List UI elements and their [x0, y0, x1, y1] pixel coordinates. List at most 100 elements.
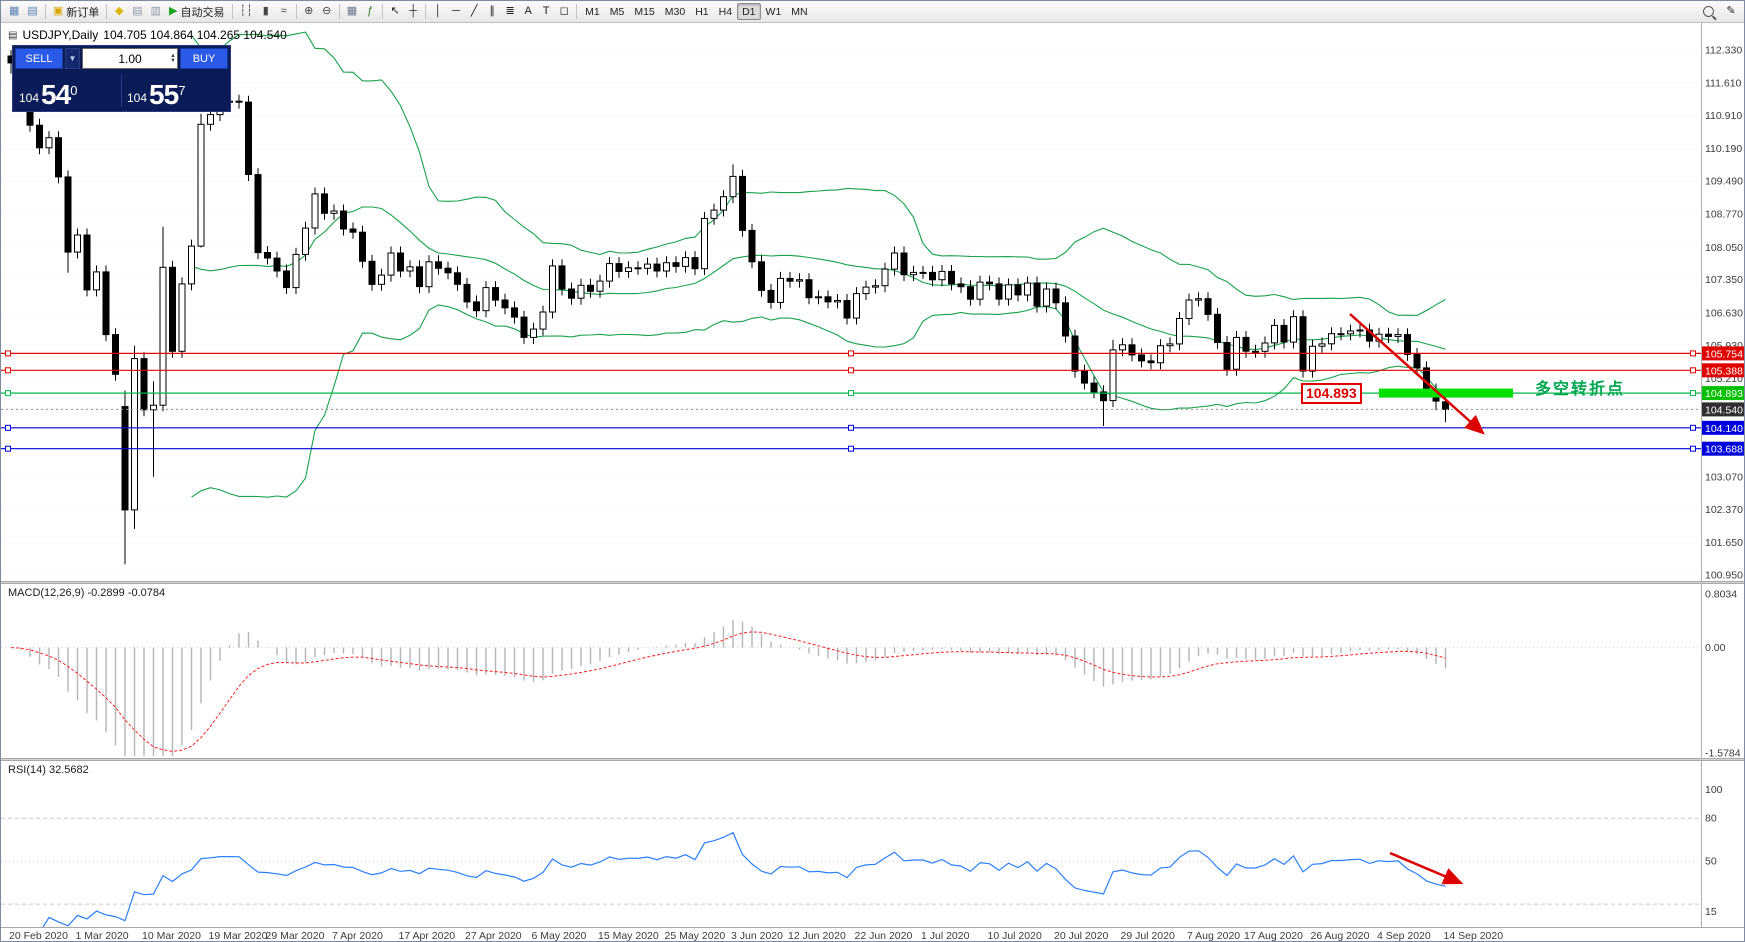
hline-handle[interactable] — [5, 424, 11, 431]
date-label: 25 May 2020 — [664, 930, 726, 942]
timeframe-m30-button[interactable]: M30 — [660, 3, 690, 20]
turning-point-note[interactable]: 多空转折点 — [1535, 381, 1626, 398]
text-icon: A — [524, 5, 532, 17]
quick-edit-button[interactable]: ✎ — [1722, 3, 1740, 21]
line-chart-button[interactable]: ≈ — [275, 3, 293, 21]
horizontal-line-button[interactable]: ─ — [447, 3, 465, 21]
timeframe-m15-button[interactable]: M15 — [629, 3, 659, 20]
cursor-button[interactable]: ↖ — [386, 3, 404, 21]
turning-point-highlight[interactable] — [1379, 388, 1513, 398]
new-order-button[interactable]: ▣ 新订单 — [49, 3, 103, 21]
trend-arrow[interactable] — [1349, 313, 1485, 435]
hline-handle[interactable] — [848, 390, 854, 397]
svg-text:107.350: 107.350 — [1705, 274, 1743, 286]
data-window-button[interactable]: ▤ — [128, 3, 146, 21]
price-divider — [121, 75, 122, 107]
tile-windows-button[interactable]: ▦ — [343, 3, 361, 21]
vertical-line-button[interactable]: │ — [429, 3, 447, 21]
timeframe-d1-button[interactable]: D1 — [737, 3, 761, 20]
hline-handle[interactable] — [1690, 367, 1696, 374]
date-label: 7 Apr 2020 — [332, 930, 383, 942]
new-chart-button[interactable]: ▦ — [5, 3, 23, 21]
auto-trading-button[interactable]: ▶ 自动交易 — [165, 3, 228, 21]
market-watch-icon: ◆ — [114, 5, 124, 17]
timeframe-w1-button[interactable]: W1 — [761, 3, 787, 20]
hline-handle[interactable] — [5, 390, 11, 397]
date-label: 6 May 2020 — [531, 930, 587, 942]
indicators-icon: ƒ — [367, 5, 374, 17]
main-gridlines — [1, 49, 1701, 576]
channel-button[interactable]: ∥ — [483, 3, 501, 21]
toolbar: ▦ ▤ ▣ 新订单 ◆ ▤ ▥ ▶ 自动交易 ┆┆ ▮ ≈ ⊕ ⊖ ▦ ƒ ↖ ┼ │ ─ ╱ ∥ ≣ A T ◻ M1 M5 M15 M… — [1, 1, 1744, 23]
hline-handle[interactable] — [5, 445, 11, 452]
timeframe-m1-button[interactable]: M1 — [580, 3, 605, 20]
main-chart-panel: 112.330 111.610 110.910 110.190 109.490 108.7… — [1, 23, 1745, 582]
hline-handle[interactable] — [1690, 390, 1696, 397]
hline-handle[interactable] — [848, 445, 854, 452]
toolbar-separator — [576, 4, 578, 19]
market-watch-button[interactable]: ◆ — [110, 3, 128, 21]
fibonacci-button[interactable]: ≣ — [501, 3, 519, 21]
date-label: 4 Sep 2020 — [1377, 930, 1431, 942]
volume-stepper[interactable]: ▲ ▼ — [170, 52, 176, 64]
price-tag-105.754: 105.754 — [1702, 346, 1744, 361]
price-callout-label[interactable]: 104.893 — [1301, 383, 1362, 404]
hline-handle[interactable] — [1690, 350, 1696, 357]
trade-options-dropdown[interactable]: ▼ — [65, 48, 80, 69]
hline-handle[interactable] — [1690, 445, 1696, 452]
bid-price-display[interactable]: 104 54 0 — [19, 81, 116, 109]
buy-button[interactable]: BUY — [180, 48, 228, 69]
timeframe-h4-button[interactable]: H4 — [714, 3, 737, 20]
date-label: 15 May 2020 — [598, 930, 659, 942]
timeframe-mn-button[interactable]: MN — [786, 3, 812, 20]
profiles-button[interactable]: ▤ — [23, 3, 41, 21]
svg-text:102.370: 102.370 — [1705, 504, 1743, 516]
indicators-button[interactable]: ƒ — [361, 3, 379, 21]
rsi-axis-labels: 100 80 50 15 — [1705, 784, 1723, 918]
hline-handle[interactable] — [848, 424, 854, 431]
macd-canvas[interactable]: 0.8034 0.00 -1.5784 — [1, 584, 1745, 760]
sell-button[interactable]: SELL — [15, 48, 63, 69]
hline-handle[interactable] — [848, 350, 854, 357]
date-label: 19 Mar 2020 — [208, 930, 268, 942]
crosshair-icon: ┼ — [409, 5, 418, 17]
hline-handle[interactable] — [848, 367, 854, 374]
rsi-level-lines — [1, 817, 1701, 905]
zoom-out-button[interactable]: ⊖ — [318, 3, 336, 21]
price-tag-104.893: 104.893 — [1702, 386, 1744, 401]
panel-splitter-macd[interactable] — [1, 581, 1744, 584]
panel-splitter-rsi[interactable] — [1, 758, 1744, 761]
volume-input[interactable]: 1.00 ▲ ▼ — [82, 48, 178, 69]
hline-handle[interactable] — [5, 367, 11, 374]
svg-text:105.388: 105.388 — [1705, 365, 1743, 377]
svg-text:50: 50 — [1705, 856, 1717, 868]
search-button[interactable] — [1699, 3, 1718, 21]
rsi-canvas[interactable]: 100 80 50 15 — [1, 761, 1745, 934]
zoom-in-button[interactable]: ⊕ — [300, 3, 318, 21]
trendline-button[interactable]: ╱ — [465, 3, 483, 21]
zoom-out-icon: ⊖ — [322, 5, 332, 17]
candles — [7, 50, 1449, 565]
svg-text:110.910: 110.910 — [1705, 110, 1742, 122]
hline-handle[interactable] — [1690, 424, 1696, 431]
main-chart-canvas[interactable]: 112.330 111.610 110.910 110.190 109.490 108.7… — [1, 23, 1745, 582]
auto-trading-label: 自动交易 — [180, 6, 225, 19]
candlestick-chart-button[interactable]: ▮ — [257, 3, 275, 21]
svg-text:101.650: 101.650 — [1705, 537, 1743, 549]
text-label-button[interactable]: T — [537, 3, 555, 21]
cursor-icon: ↖ — [390, 5, 400, 17]
shapes-button[interactable]: ◻ — [555, 3, 573, 21]
timeframe-m5-button[interactable]: M5 — [605, 3, 630, 20]
ask-price-display[interactable]: 104 55 7 — [127, 81, 224, 109]
hline-handle[interactable] — [5, 350, 11, 357]
text-button[interactable]: A — [519, 3, 537, 21]
navigator-button[interactable]: ▥ — [147, 3, 165, 21]
bar-chart-button[interactable]: ┆┆ — [236, 3, 257, 21]
data-window-icon: ▤ — [132, 5, 143, 17]
svg-text:108.770: 108.770 — [1705, 209, 1743, 221]
timeframe-h1-button[interactable]: H1 — [690, 3, 713, 20]
crosshair-button[interactable]: ┼ — [404, 3, 422, 21]
macd-panel: 0.8034 0.00 -1.5784 MACD(12,26,9) -0.2899 … — [1, 584, 1745, 760]
toolbar-separator — [106, 4, 108, 19]
rsi-trend-arrow[interactable] — [1389, 851, 1464, 885]
